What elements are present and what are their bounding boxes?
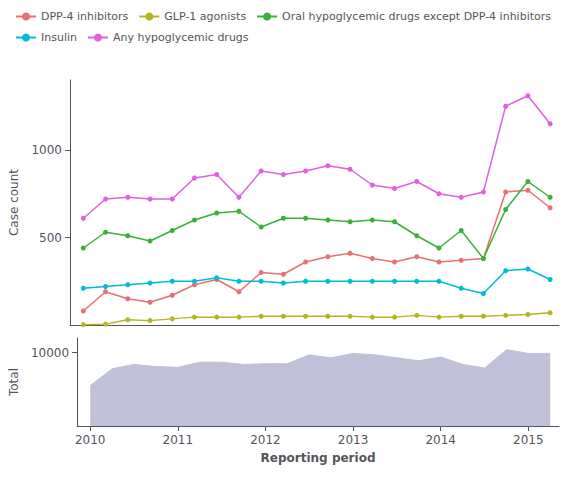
svg-text:2014: 2014: [425, 433, 456, 447]
svg-text:2010: 2010: [75, 433, 106, 447]
svg-text:2012: 2012: [250, 433, 281, 447]
svg-text:2013: 2013: [338, 433, 369, 447]
svg-text:2011: 2011: [163, 433, 194, 447]
svg-text:GLP-1 agonists: GLP-1 agonists: [164, 10, 246, 23]
svg-text:500: 500: [39, 231, 62, 245]
svg-text:DPP-4 inhibitors: DPP-4 inhibitors: [41, 10, 129, 23]
svg-text:Reporting period: Reporting period: [261, 451, 376, 465]
svg-text:Total: Total: [7, 368, 21, 397]
svg-text:1000: 1000: [31, 143, 62, 157]
svg-text:2015: 2015: [513, 433, 544, 447]
svg-text:Insulin: Insulin: [41, 31, 77, 44]
svg-text:Any hypoglycemic drugs: Any hypoglycemic drugs: [113, 31, 249, 44]
svg-text:Oral hypoglycemic drugs except: Oral hypoglycemic drugs except DPP-4 inh…: [282, 10, 551, 23]
svg-text:Case count: Case count: [7, 169, 21, 236]
svg-text:10000: 10000: [31, 346, 69, 360]
